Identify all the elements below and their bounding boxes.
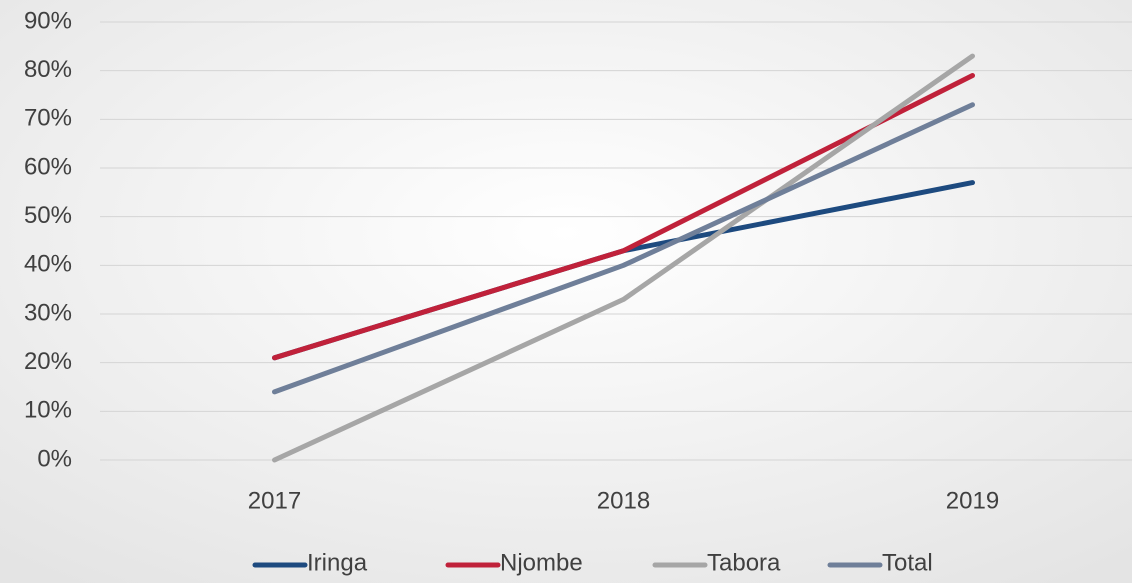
series-line — [272, 53, 975, 463]
y-tick-label: 0% — [37, 445, 72, 472]
y-tick-label: 60% — [24, 153, 72, 180]
legend-label: Total — [882, 549, 933, 576]
x-tick-label: 2017 — [248, 487, 301, 514]
y-tick-label: 30% — [24, 299, 72, 326]
y-tick-label: 10% — [24, 397, 72, 424]
series-line — [272, 73, 975, 361]
y-tick-label: 70% — [24, 105, 72, 132]
legend-label: Iringa — [307, 549, 368, 576]
y-tick-label: 20% — [24, 348, 72, 375]
x-tick-label: 2019 — [946, 487, 999, 514]
x-tick-label: 2018 — [597, 487, 650, 514]
y-tick-label: 90% — [24, 7, 72, 34]
legend-label: Tabora — [707, 549, 781, 576]
y-tick-label: 80% — [24, 56, 72, 83]
series-line — [272, 102, 975, 395]
y-tick-label: 40% — [24, 251, 72, 278]
y-tick-label: 50% — [24, 202, 72, 229]
legend-label: Njombe — [500, 549, 583, 576]
